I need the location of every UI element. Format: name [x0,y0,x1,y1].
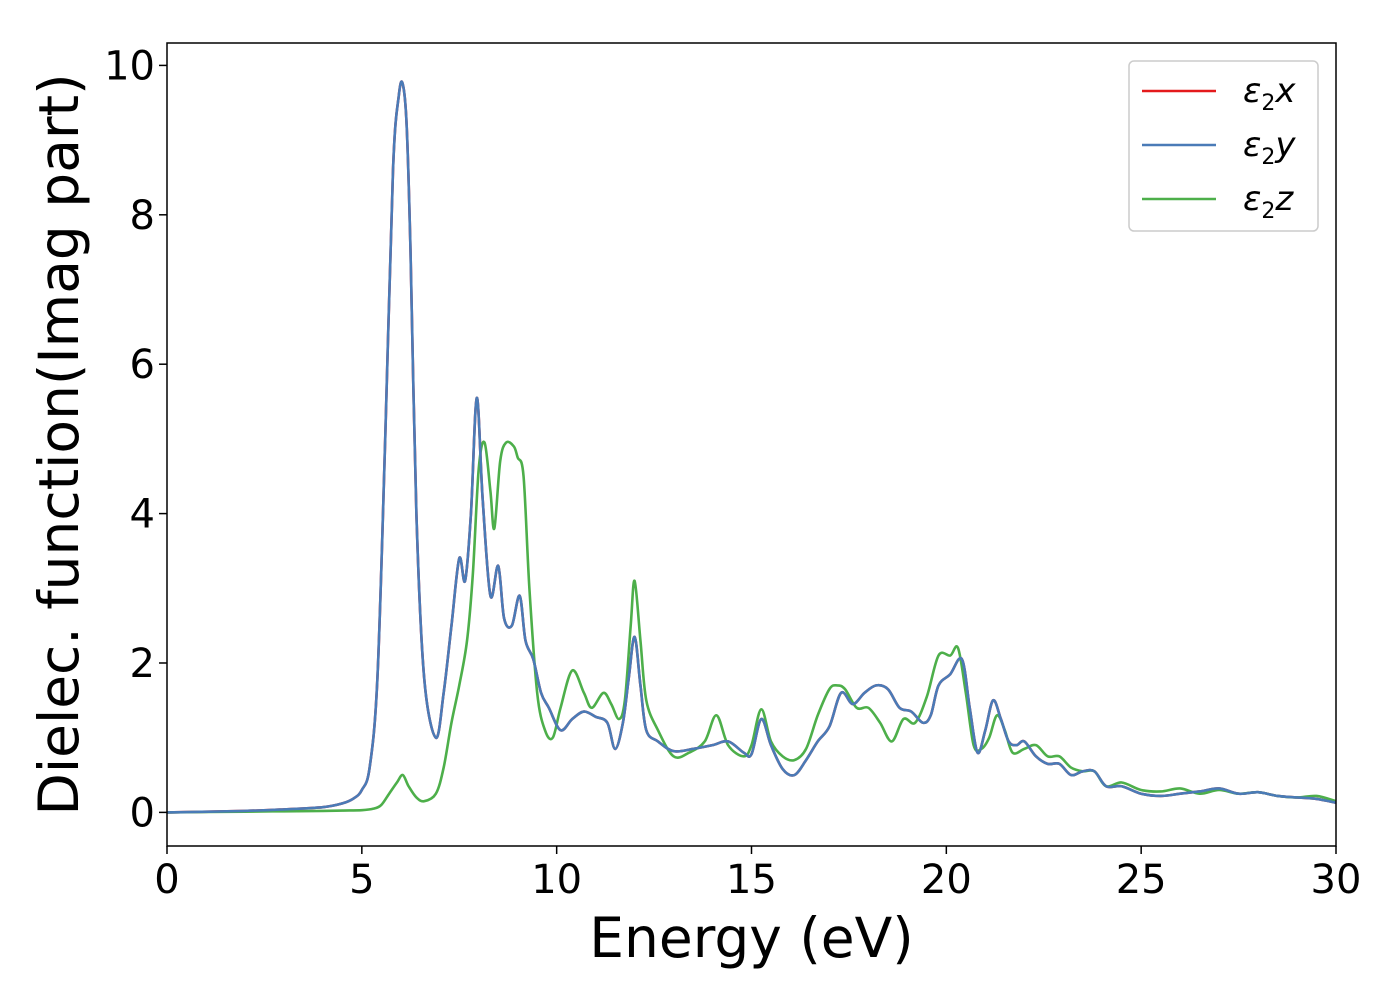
y-tick-label: 8 [130,193,155,239]
y-axis-ticks: 0 2 4 6 8 10 [104,43,167,836]
y-tick-label: 2 [130,641,155,687]
legend-entry-y: ε2y [1243,125,1296,170]
y-tick-label: 4 [130,492,155,538]
x-axis-label: Energy (eV) [589,906,913,970]
plot-lines [167,80,1336,814]
series-line-z [167,440,1336,814]
y-tick-label: 10 [104,43,155,89]
legend-entry-z: ε2z [1243,179,1294,224]
x-tick-label: 15 [726,857,777,903]
legend-box [1128,60,1319,232]
y-axis-label: Dielec. function(Imag part) [27,73,91,815]
y-tick-label: 0 [130,790,155,836]
legend-entry-x: ε2x [1243,71,1296,116]
x-tick-label: 10 [531,857,582,903]
x-tick-label: 5 [349,857,374,903]
x-tick-label: 20 [921,857,972,903]
legend: ε2x ε2y ε2z [1128,60,1319,232]
x-tick-label: 30 [1311,857,1362,903]
x-tick-label: 25 [1116,857,1167,903]
y-tick-label: 6 [130,342,155,388]
series-line-y [167,80,1336,814]
x-axis-ticks: 0 5 10 15 20 25 30 [154,846,1361,903]
x-tick-label: 0 [154,857,179,903]
